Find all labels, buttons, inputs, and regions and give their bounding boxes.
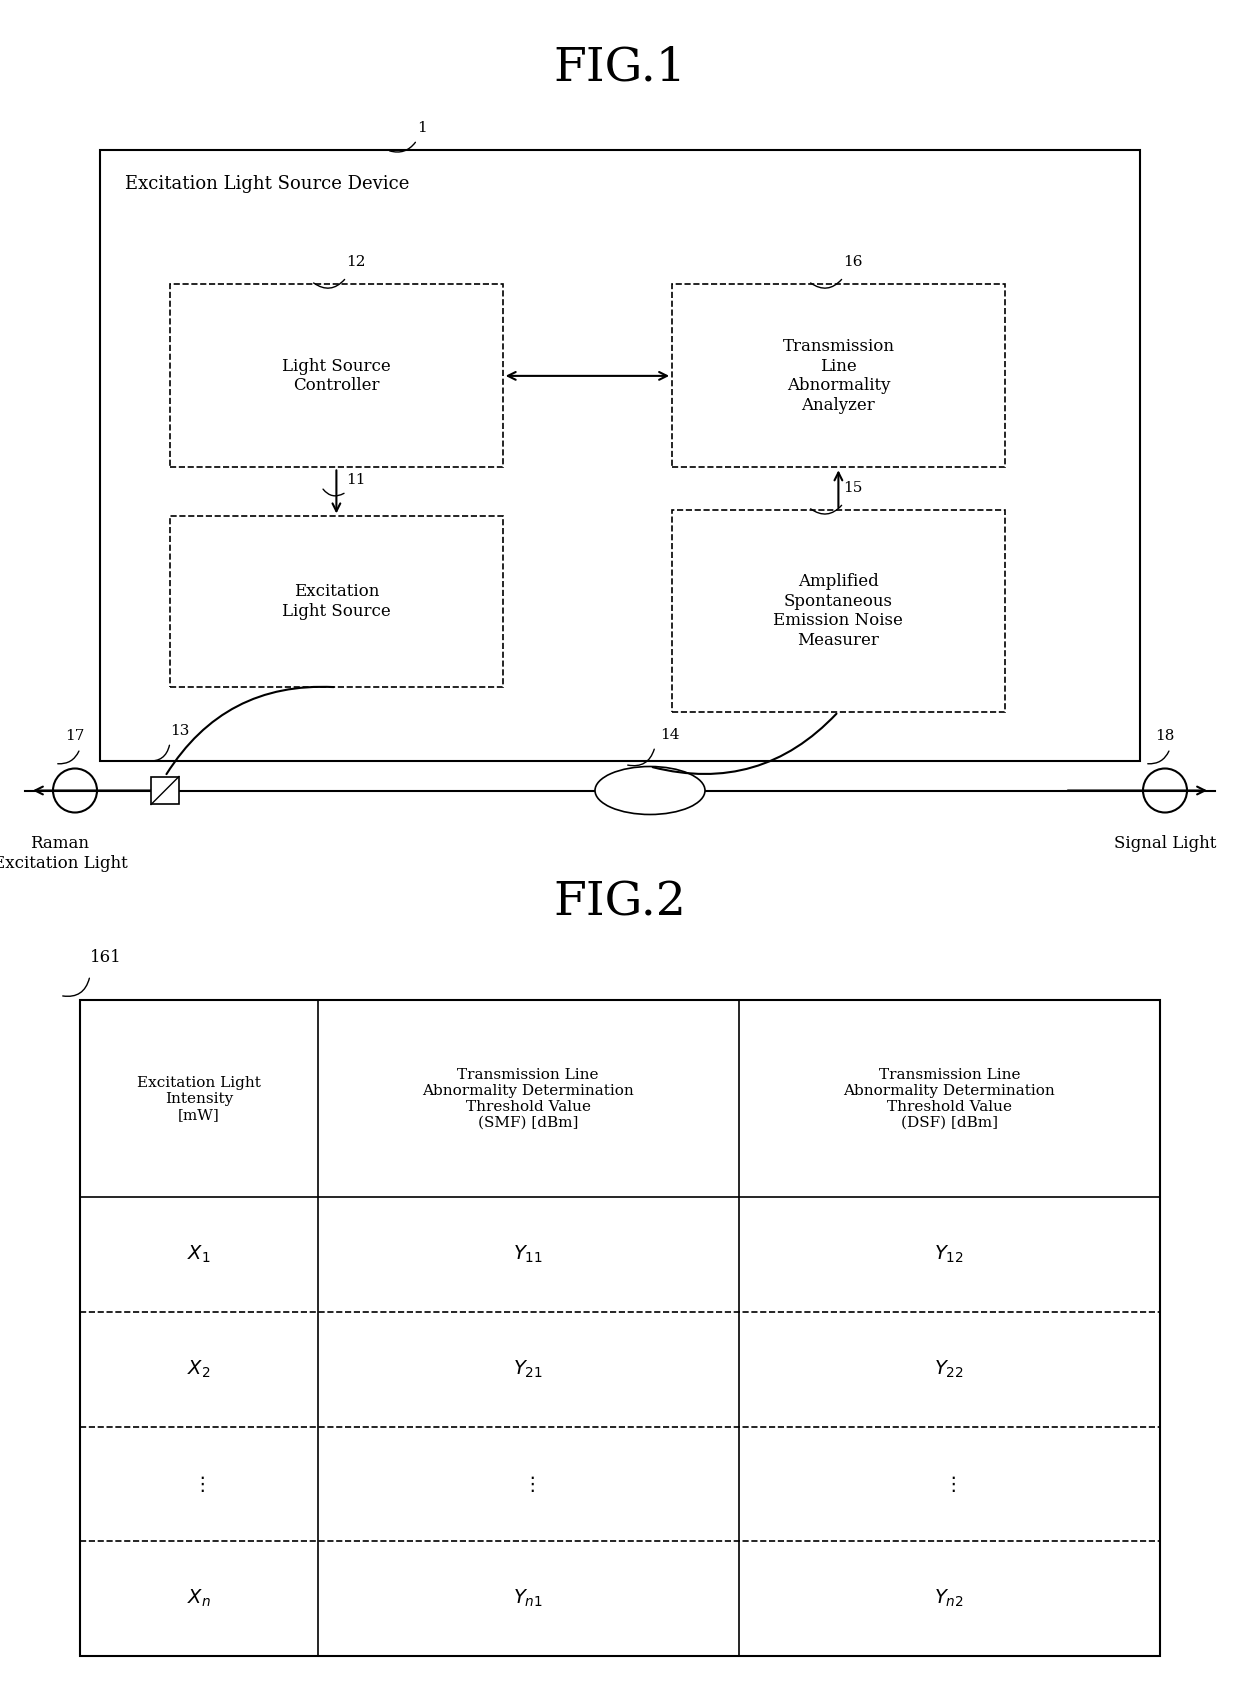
Text: 161: 161 bbox=[91, 949, 122, 966]
Text: Transmission
Line
Abnormality
Analyzer: Transmission Line Abnormality Analyzer bbox=[782, 338, 894, 414]
Text: $\vdots$: $\vdots$ bbox=[522, 1475, 534, 1493]
Bar bbox=[100, 150, 1140, 761]
Text: Raman
Excitation Light: Raman Excitation Light bbox=[0, 835, 128, 873]
Text: 12: 12 bbox=[346, 255, 366, 269]
Text: Light Source
Controller: Light Source Controller bbox=[281, 357, 391, 394]
Text: FIG.2: FIG.2 bbox=[553, 881, 687, 925]
Text: Excitation Light Source Device: Excitation Light Source Device bbox=[125, 174, 409, 193]
Text: Signal Light: Signal Light bbox=[1114, 835, 1216, 852]
Ellipse shape bbox=[595, 766, 706, 815]
Text: Excitation
Light Source: Excitation Light Source bbox=[281, 583, 391, 621]
Text: $X_n$: $X_n$ bbox=[187, 1588, 211, 1610]
Text: 17: 17 bbox=[66, 729, 84, 744]
Text: 13: 13 bbox=[170, 724, 190, 737]
Text: $Y_{n2}$: $Y_{n2}$ bbox=[935, 1588, 965, 1610]
Text: 1: 1 bbox=[417, 122, 427, 135]
Text: $Y_{11}$: $Y_{11}$ bbox=[513, 1245, 543, 1265]
Text: Amplified
Spontaneous
Emission Noise
Measurer: Amplified Spontaneous Emission Noise Mea… bbox=[774, 573, 903, 649]
Text: 15: 15 bbox=[843, 482, 863, 495]
Text: $Y_{21}$: $Y_{21}$ bbox=[513, 1358, 543, 1380]
Text: 14: 14 bbox=[660, 727, 680, 741]
Text: FIG.1: FIG.1 bbox=[553, 46, 687, 90]
Text: $Y_{n1}$: $Y_{n1}$ bbox=[513, 1588, 543, 1610]
Text: $Y_{12}$: $Y_{12}$ bbox=[935, 1245, 965, 1265]
Polygon shape bbox=[151, 776, 179, 805]
Bar bbox=[170, 284, 502, 467]
Text: $X_1$: $X_1$ bbox=[187, 1245, 211, 1265]
Text: $Y_{22}$: $Y_{22}$ bbox=[935, 1358, 965, 1380]
Text: Transmission Line
Abnormality Determination
Threshold Value
(DSF) [dBm]: Transmission Line Abnormality Determinat… bbox=[843, 1067, 1055, 1130]
Text: $\vdots$: $\vdots$ bbox=[944, 1475, 956, 1493]
Text: 11: 11 bbox=[346, 473, 366, 487]
Text: $X_2$: $X_2$ bbox=[187, 1358, 211, 1380]
Bar bbox=[672, 511, 1004, 712]
Text: Transmission Line
Abnormality Determination
Threshold Value
(SMF) [dBm]: Transmission Line Abnormality Determinat… bbox=[423, 1067, 634, 1130]
Bar bbox=[81, 1001, 1159, 1655]
Bar bbox=[672, 284, 1004, 467]
Text: 16: 16 bbox=[843, 255, 863, 269]
Text: 18: 18 bbox=[1156, 729, 1174, 744]
Bar bbox=[170, 516, 502, 687]
Text: $\vdots$: $\vdots$ bbox=[192, 1475, 205, 1493]
Text: Excitation Light
Intensity
[mW]: Excitation Light Intensity [mW] bbox=[136, 1075, 260, 1123]
